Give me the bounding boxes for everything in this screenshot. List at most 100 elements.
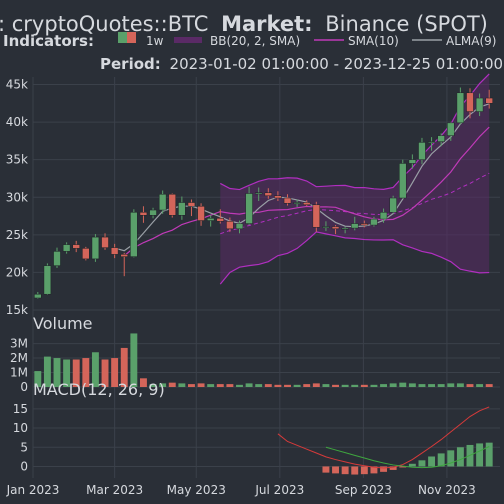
bb-lower — [219, 231, 490, 285]
volume-bar — [130, 333, 138, 387]
volume-tick-label: 1M — [10, 366, 28, 380]
legend-candle-swatch-up — [118, 32, 127, 43]
axis-labels: 15k 20k 25k 30k 35k 40k 45k Jan 2023 Mar 2023 May… — [6, 78, 476, 497]
price-tick-label: 35k — [6, 153, 28, 167]
candle-body — [485, 97, 493, 104]
volume-bar — [91, 352, 99, 387]
volume-bar — [53, 358, 61, 387]
macd-histogram-bar — [332, 466, 339, 474]
volume-bar — [245, 383, 253, 387]
candle — [360, 220, 369, 228]
candle — [254, 187, 263, 202]
volume-tick-label: 3M — [10, 337, 28, 351]
bb-fill — [220, 73, 490, 285]
candle-body — [274, 195, 282, 199]
candle-body — [101, 236, 109, 248]
macd-histogram-bar — [447, 450, 455, 467]
macd-histogram-bar — [456, 447, 464, 467]
candle-body — [408, 159, 417, 164]
candle-body — [139, 212, 148, 216]
candle — [456, 87, 465, 125]
signal-line — [325, 446, 490, 469]
candle — [418, 137, 426, 165]
candle-body — [168, 194, 176, 216]
candle — [351, 216, 359, 231]
legend-alma: ALMA(9) — [446, 34, 496, 48]
macd-histogram-bar — [399, 466, 407, 468]
volume-bar — [485, 384, 493, 387]
macd-histogram-bar — [360, 466, 368, 475]
macd-histogram-bar — [370, 466, 378, 474]
price-tick-label: 15k — [6, 303, 28, 317]
volume-bar — [139, 378, 147, 387]
x-tick-label: Sep 2023 — [335, 483, 392, 497]
candle — [53, 247, 61, 268]
candle — [34, 291, 42, 299]
candle-body — [466, 92, 474, 112]
candle — [101, 233, 109, 250]
volume-bar — [120, 347, 128, 387]
macd-histogram-bar — [428, 456, 436, 467]
x-tick-label: Jul 2023 — [254, 483, 304, 497]
candle-body — [379, 212, 388, 220]
legend-bb-swatch — [174, 37, 202, 43]
volume-bar — [216, 384, 224, 387]
candle — [130, 209, 138, 258]
candle-body — [34, 293, 42, 299]
candle — [168, 193, 176, 218]
candle-body — [82, 248, 90, 260]
candle-body — [283, 197, 292, 204]
volume-bar — [447, 383, 455, 387]
price-tick-label: 20k — [6, 265, 28, 279]
candle — [245, 186, 253, 226]
candle — [331, 225, 340, 235]
candle — [178, 196, 186, 220]
volume-bar — [322, 384, 330, 387]
volume-bar — [332, 384, 339, 387]
alma-line — [114, 103, 490, 252]
volume-bars — [34, 333, 493, 387]
candle — [389, 195, 397, 214]
candle — [485, 89, 493, 109]
candle — [322, 221, 330, 232]
candle-body — [110, 247, 119, 255]
macd-tick-label: 10 — [13, 421, 28, 435]
candle-body — [370, 218, 378, 226]
volume-bar — [168, 382, 176, 387]
candle-body — [341, 227, 349, 230]
price-tick-label: 40k — [6, 115, 28, 129]
legend-sma: SMA(10) — [348, 34, 399, 48]
candle — [466, 88, 474, 119]
x-tick-label: Jan 2023 — [6, 483, 60, 497]
candle — [264, 188, 273, 199]
grid-layer — [32, 77, 500, 478]
volume-bar — [456, 383, 464, 387]
market-value: Binance (SPOT) — [325, 12, 488, 36]
volume-bar — [72, 359, 80, 387]
candle — [274, 191, 282, 202]
candle-body — [158, 194, 167, 211]
volume-bar — [341, 384, 349, 387]
volume-bar — [428, 384, 436, 387]
volume-bar — [226, 384, 234, 387]
candle-body — [264, 192, 273, 197]
price-tick-label: 30k — [6, 190, 28, 204]
candle-body — [389, 197, 397, 213]
legend-1w: 1w — [146, 34, 164, 48]
volume-bar — [476, 384, 484, 387]
bb-upper — [220, 73, 490, 191]
candle-body — [149, 209, 157, 216]
candle-body — [216, 218, 224, 222]
candle-body — [293, 202, 301, 204]
x-tick-label: Nov 2023 — [418, 483, 476, 497]
volume-bar — [389, 383, 397, 387]
volume-bar — [303, 384, 311, 387]
candle-body — [62, 244, 71, 252]
x-tick-label: May 2023 — [167, 483, 226, 497]
volume-bar — [63, 359, 71, 387]
candle — [475, 93, 484, 117]
candle — [303, 200, 311, 207]
candle-body — [456, 92, 465, 124]
